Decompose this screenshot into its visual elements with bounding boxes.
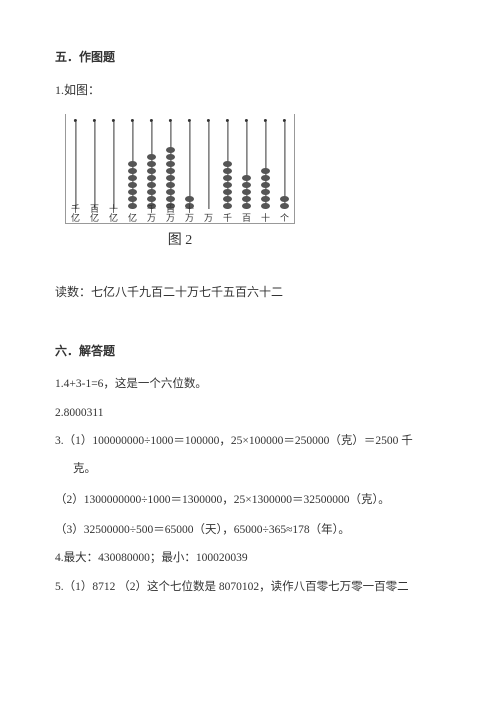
abacus-bead bbox=[223, 203, 232, 210]
answer-3-3: （3）32500000÷500＝65000（天），65000÷365≈178（年… bbox=[55, 521, 445, 539]
abacus-column: 千万 bbox=[142, 114, 161, 223]
abacus-label: 个 bbox=[275, 214, 294, 223]
abacus-beads bbox=[147, 153, 156, 209]
abacus-bead bbox=[242, 189, 251, 196]
abacus: 千亿百亿十亿亿千万百万十万万千百十个 bbox=[65, 114, 295, 224]
abacus-bead bbox=[166, 168, 175, 175]
abacus-bead bbox=[128, 175, 137, 182]
abacus-column: 百亿 bbox=[85, 114, 104, 223]
abacus-bead bbox=[147, 154, 156, 161]
abacus-bead bbox=[223, 161, 232, 168]
abacus-bead bbox=[147, 189, 156, 196]
abacus-bead bbox=[166, 189, 175, 196]
abacus-bead bbox=[128, 196, 137, 203]
abacus-beads bbox=[261, 167, 270, 209]
abacus-column: 十亿 bbox=[104, 114, 123, 223]
abacus-column: 十万 bbox=[180, 114, 199, 223]
abacus-label: 十万 bbox=[180, 205, 199, 223]
abacus-bead bbox=[166, 196, 175, 203]
abacus-bead bbox=[128, 161, 137, 168]
abacus-rod bbox=[94, 122, 95, 209]
answer-5: 5.（1）8712 （2）这个七位数是 8070102，读作八百零七万零一百零二 bbox=[55, 578, 445, 596]
abacus-label: 亿 bbox=[123, 214, 142, 223]
abacus-bead bbox=[261, 203, 270, 210]
abacus-label: 千亿 bbox=[66, 205, 85, 223]
abacus-column: 百 bbox=[237, 114, 256, 223]
abacus-column: 百万 bbox=[161, 114, 180, 223]
abacus-bead bbox=[147, 196, 156, 203]
abacus-column: 千亿 bbox=[66, 114, 85, 223]
abacus-beads bbox=[223, 160, 232, 209]
abacus-label: 百万 bbox=[161, 205, 180, 223]
abacus-label: 百亿 bbox=[85, 205, 104, 223]
abacus-label: 十亿 bbox=[104, 205, 123, 223]
abacus-bead bbox=[223, 168, 232, 175]
abacus-label: 千 bbox=[218, 214, 237, 223]
abacus-bead bbox=[166, 161, 175, 168]
abacus-bead bbox=[128, 182, 137, 189]
abacus-bead bbox=[166, 182, 175, 189]
section5-title: 五．作图题 bbox=[55, 48, 445, 67]
abacus-label: 万 bbox=[199, 214, 218, 223]
abacus-bead bbox=[242, 203, 251, 210]
abacus-column: 千 bbox=[218, 114, 237, 223]
read-number-line: 读数：七亿八千九百二十万七千五百六十二 bbox=[55, 283, 445, 302]
abacus-bead bbox=[147, 175, 156, 182]
abacus-figure: 千亿百亿十亿亿千万百万十万万千百十个 bbox=[65, 114, 445, 224]
abacus-bead bbox=[223, 196, 232, 203]
abacus-bead bbox=[223, 175, 232, 182]
abacus-label: 百 bbox=[237, 214, 256, 223]
abacus-bead bbox=[223, 189, 232, 196]
abacus-bead bbox=[280, 203, 289, 210]
abacus-bead bbox=[128, 168, 137, 175]
abacus-column: 亿 bbox=[123, 114, 142, 223]
abacus-bead bbox=[280, 196, 289, 203]
abacus-label: 十 bbox=[256, 214, 275, 223]
abacus-bead bbox=[185, 196, 194, 203]
answer-4: 4.最大：430080000；最小：100020039 bbox=[55, 549, 445, 567]
abacus-bead bbox=[147, 168, 156, 175]
abacus-bead bbox=[261, 175, 270, 182]
answer-3-1a: 3.（1）100000000÷1000＝100000，25×100000＝250… bbox=[55, 432, 445, 450]
abacus-column: 十 bbox=[256, 114, 275, 223]
abacus-rod bbox=[75, 122, 76, 209]
abacus-bead bbox=[166, 147, 175, 154]
answer-1: 1.4+3-1=6，这是一个六位数。 bbox=[55, 375, 445, 393]
abacus-rod bbox=[113, 122, 114, 209]
answer-3-2: （2）1300000000÷1000＝1300000，25×1300000＝32… bbox=[55, 491, 445, 509]
answer-2: 2.8000311 bbox=[55, 404, 445, 422]
figure-caption: 图 2 bbox=[65, 230, 295, 252]
abacus-bead bbox=[261, 168, 270, 175]
abacus-bead bbox=[242, 175, 251, 182]
section6-title: 六．解答题 bbox=[55, 342, 445, 361]
abacus-bead bbox=[128, 203, 137, 210]
abacus-bead bbox=[166, 175, 175, 182]
abacus-beads bbox=[128, 160, 137, 209]
abacus-bead bbox=[261, 189, 270, 196]
abacus-bead bbox=[147, 182, 156, 189]
abacus-bead bbox=[147, 161, 156, 168]
abacus-beads bbox=[166, 146, 175, 209]
q1-text: 1.如图： bbox=[55, 81, 445, 100]
abacus-bead bbox=[261, 196, 270, 203]
answer-3-1b: 克。 bbox=[55, 460, 445, 478]
abacus-bead bbox=[223, 182, 232, 189]
abacus-beads bbox=[280, 195, 289, 209]
abacus-rod bbox=[208, 122, 209, 209]
abacus-column: 个 bbox=[275, 114, 294, 223]
abacus-bead bbox=[128, 189, 137, 196]
abacus-beads bbox=[242, 174, 251, 209]
abacus-column: 万 bbox=[199, 114, 218, 223]
abacus-bead bbox=[166, 154, 175, 161]
abacus-bead bbox=[261, 182, 270, 189]
abacus-bead bbox=[242, 182, 251, 189]
abacus-bead bbox=[242, 196, 251, 203]
abacus-label: 千万 bbox=[142, 205, 161, 223]
